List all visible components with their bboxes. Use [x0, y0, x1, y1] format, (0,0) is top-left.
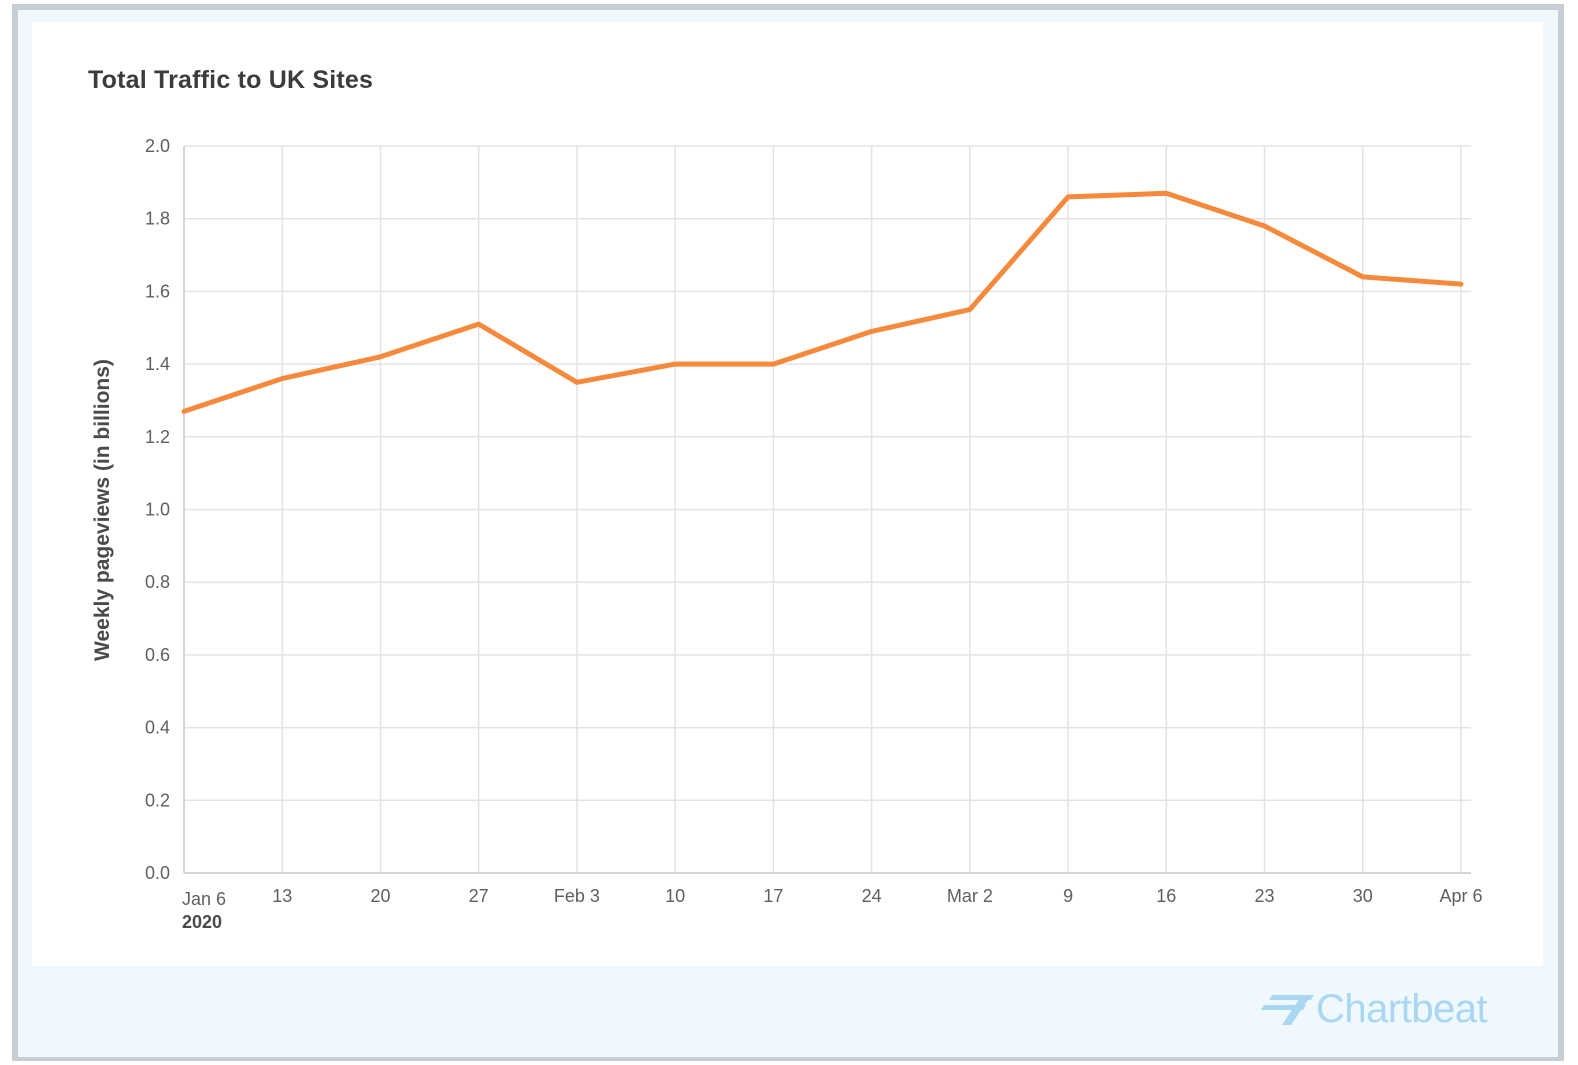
y-tick-label: 1.4: [145, 354, 170, 374]
y-tick-label: 0.8: [145, 572, 170, 592]
chart-panel: [32, 22, 1543, 966]
chartbeat-logo: Chartbeat: [1258, 986, 1488, 1032]
y-tick-label: 0.6: [145, 645, 170, 665]
y-tick-label: 1.8: [145, 209, 170, 229]
x-tick-labels: Jan 6 13 20 27 Feb 3 10 17 24 Mar 2 9 16 23 30 Apr 6: [182, 886, 1483, 909]
x-tick-label: 17: [763, 886, 783, 906]
x-tick-label: Feb 3: [554, 886, 600, 906]
y-tick-label: 1.2: [145, 427, 170, 447]
series-line: [181, 190, 1464, 414]
x-tick-label: Mar 2: [947, 886, 993, 906]
grid-lines: [184, 145, 1471, 873]
y-axis-label: Weekly pageviews (in billions): [91, 359, 114, 661]
x-tick-label: 13: [272, 886, 292, 906]
x-tick-label: 16: [1156, 886, 1176, 906]
y-tick-label: 1.6: [145, 281, 170, 301]
x-tick-label: 24: [862, 886, 882, 906]
y-tick-label: 0.0: [145, 863, 170, 883]
x-tick-label: Jan 6: [182, 889, 226, 909]
y-tick-label: 0.4: [145, 718, 170, 738]
chartbeat-mark-icon: [1261, 995, 1314, 1025]
x-tick-label: 30: [1353, 886, 1373, 906]
y-tick-labels: 0.0 0.2 0.4 0.6 0.8 1.0 1.2 1.4 1.6 1.8 2.0: [145, 136, 170, 883]
axes: [183, 146, 1471, 874]
x-tick-label: 20: [370, 886, 390, 906]
y-tick-label: 1.0: [145, 500, 170, 520]
x-tick-label: 10: [665, 886, 685, 906]
x-tick-label: 27: [469, 886, 489, 906]
x-year-label: 2020: [182, 912, 222, 932]
chartbeat-wordmark: Chartbeat: [1316, 986, 1488, 1031]
x-tick-label: Apr 6: [1439, 886, 1482, 906]
x-tick-label: 9: [1063, 886, 1073, 906]
x-tick-label: 23: [1255, 886, 1275, 906]
chart-title: Total Traffic to UK Sites: [88, 66, 374, 94]
y-tick-label: 2.0: [145, 136, 170, 156]
y-tick-label: 0.2: [145, 790, 170, 810]
